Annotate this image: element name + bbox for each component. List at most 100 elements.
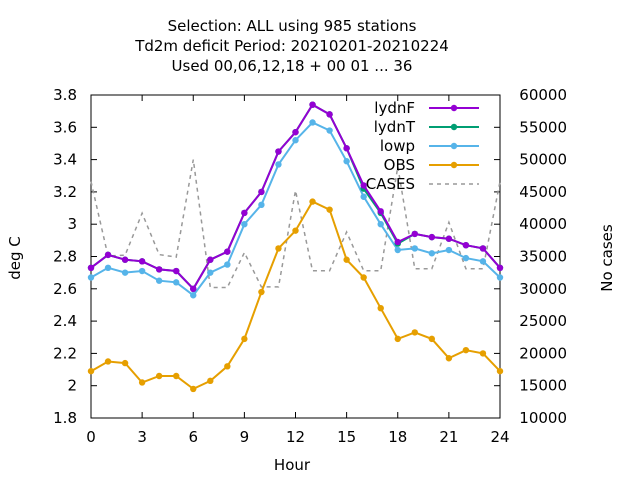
data-point-lowp (428, 250, 436, 257)
y2-tick-label: 60000 (519, 86, 567, 104)
data-point-lowp (138, 267, 146, 275)
legend-label-lydnf: lydnF (374, 99, 415, 117)
data-point-lydnf (241, 209, 248, 217)
data-point-lydnf (445, 235, 453, 242)
data-point-obs (445, 355, 453, 362)
data-point-lydnf (309, 101, 316, 108)
data-point-obs (343, 256, 350, 263)
data-point-lowp (462, 254, 470, 262)
tick-labels: 1.8 2 2.2 2.4 2.6 2.8 3 3.2 3.4 3.6 3.8 10000 15000 2… (53, 86, 567, 446)
data-point-lowp (121, 269, 129, 276)
y2-axis-label: No cases (598, 224, 616, 292)
x-axis-label: Hour (274, 456, 311, 474)
data-point-lydnf (428, 233, 436, 241)
data-point-lydnf (258, 188, 265, 196)
data-point-lowp (275, 161, 282, 168)
x-tick-label: 0 (86, 428, 96, 446)
legend-label-lowp: lowp (380, 137, 415, 155)
data-point-lydnf (87, 264, 95, 272)
x-tick-label: 9 (240, 428, 250, 446)
series-line-cases (90, 159, 501, 289)
y2-tick-label: 25000 (519, 312, 567, 330)
data-point-obs (224, 363, 231, 370)
data-point-lydnf (326, 111, 333, 118)
data-point-lowp (258, 201, 265, 209)
legend-marker-obs (450, 161, 458, 169)
y-tick-label: 3.2 (53, 183, 77, 201)
y-axis-label: deg C (6, 236, 24, 280)
data-point-obs (138, 379, 146, 386)
y2-tick-label: 15000 (519, 377, 567, 395)
data-point-lowp (241, 221, 248, 228)
axis-ticks (90, 94, 501, 419)
data-point-obs (87, 367, 95, 375)
data-point-obs (326, 206, 333, 213)
series-layer (87, 101, 504, 393)
data-point-lowp (87, 274, 95, 281)
data-point-lowp (394, 246, 401, 254)
data-point-lowp (104, 264, 112, 272)
data-point-lowp (411, 245, 418, 252)
data-point-lydnf (190, 285, 197, 292)
legend-marker-lowp (450, 142, 458, 150)
legend-label-cases: CASES (366, 175, 415, 193)
plot-area (90, 94, 501, 419)
y-tick-label: 2.8 (53, 248, 77, 266)
legend-marker-lydnt (450, 123, 458, 131)
data-point-lowp (343, 158, 350, 165)
data-point-obs (275, 245, 282, 252)
y-tick-label: 2.4 (53, 312, 77, 330)
data-point-obs (377, 304, 384, 312)
data-point-lowp (190, 292, 197, 299)
y2-tick-label: 30000 (519, 280, 567, 298)
data-point-lowp (173, 279, 180, 286)
legend-marker-lydnf (450, 104, 458, 112)
data-point-lowp (207, 269, 214, 276)
data-point-obs (104, 358, 112, 365)
y-tick-label: 2 (67, 377, 77, 395)
plot-border (90, 94, 501, 419)
data-point-obs (394, 335, 401, 343)
data-point-obs (155, 372, 163, 380)
data-point-lydnf (462, 241, 470, 249)
data-point-lydnf (479, 245, 487, 252)
data-point-lydnf (411, 230, 418, 238)
x-tick-label: 6 (188, 428, 198, 446)
data-point-obs (360, 274, 367, 281)
data-point-lydnf (343, 145, 350, 152)
y2-tick-label: 55000 (519, 118, 567, 136)
y2-tick-label: 35000 (519, 248, 567, 266)
data-point-obs (411, 329, 418, 336)
data-point-obs (292, 227, 299, 234)
data-point-lydnf (360, 182, 367, 189)
data-point-obs (479, 350, 487, 357)
data-point-lydnf (155, 266, 163, 273)
x-tick-label: 21 (439, 428, 458, 446)
x-tick-label: 18 (388, 428, 407, 446)
data-point-lowp (445, 246, 453, 254)
x-tick-label: 3 (137, 428, 147, 446)
y-tick-label: 3.6 (53, 118, 77, 136)
y2-tick-label: 50000 (519, 151, 567, 169)
data-point-lowp (155, 277, 163, 284)
data-point-obs (241, 335, 248, 343)
y-tick-label: 2.6 (53, 280, 77, 298)
data-point-obs (258, 288, 265, 296)
data-point-lydnf (104, 251, 112, 259)
data-point-lydnf (121, 256, 129, 263)
data-point-lowp (326, 127, 333, 134)
chart-title-line-3: Used 00,06,12,18 + 00 01 ... 36 (172, 57, 413, 75)
data-point-lowp (377, 221, 384, 228)
y2-tick-label: 20000 (519, 344, 567, 362)
data-point-lowp (496, 274, 504, 281)
y-tick-label: 1.8 (53, 409, 77, 427)
data-point-obs (190, 385, 197, 393)
y-tick-label: 3.4 (53, 151, 77, 169)
chart-title-line-2: Td2m deficit Period: 20210201-20210224 (134, 37, 449, 55)
y2-tick-label: 40000 (519, 215, 567, 233)
y-tick-label: 3 (67, 215, 77, 233)
data-point-lowp (309, 119, 316, 126)
data-point-obs (121, 359, 129, 367)
